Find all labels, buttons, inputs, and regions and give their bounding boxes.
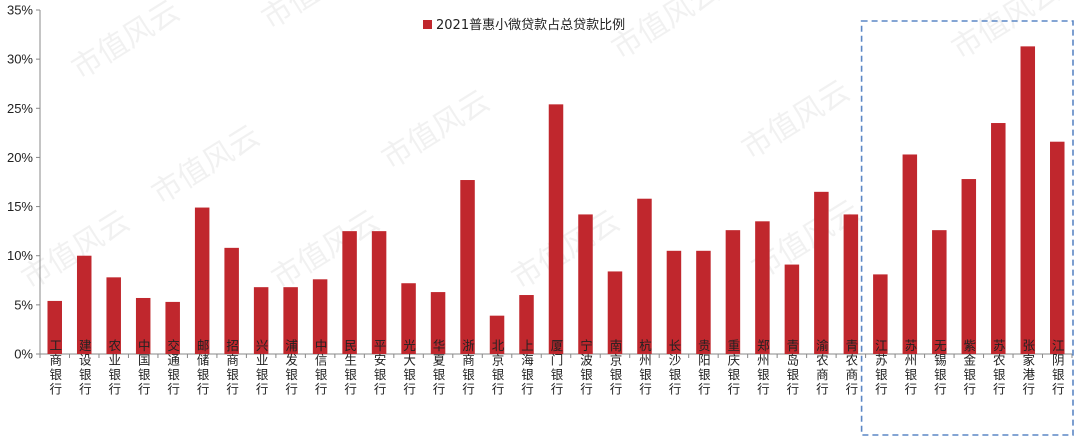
bar bbox=[548, 104, 564, 354]
x-tick-label: 兴业银行 bbox=[254, 339, 269, 397]
x-tick-label: 农业银行 bbox=[106, 339, 121, 397]
x-tick-label: 苏州银行 bbox=[902, 338, 917, 397]
x-tick-label: 重庆银行 bbox=[725, 338, 740, 397]
legend-swatch bbox=[423, 20, 432, 29]
y-tick-label: 35% bbox=[7, 3, 33, 18]
bar bbox=[401, 283, 416, 354]
watermark-text: 市值风云 bbox=[256, 0, 376, 37]
bar bbox=[165, 301, 180, 354]
bar bbox=[1050, 141, 1065, 354]
y-tick-label: 25% bbox=[7, 101, 33, 116]
bar bbox=[843, 214, 859, 354]
x-tick-label: 建设银行 bbox=[77, 339, 92, 397]
watermark-text: 市值风云 bbox=[736, 74, 856, 167]
y-tick-label: 10% bbox=[7, 248, 33, 263]
watermark-text: 市值风云 bbox=[146, 119, 266, 212]
bar bbox=[991, 123, 1006, 354]
bar bbox=[76, 255, 92, 354]
bar bbox=[666, 250, 682, 354]
x-tick-label: 光大银行 bbox=[401, 339, 416, 397]
y-tick-label: 0% bbox=[14, 347, 33, 362]
bar bbox=[696, 250, 711, 354]
bar-series bbox=[47, 46, 1065, 355]
x-tick-label: 青农商行 bbox=[843, 339, 858, 397]
x-tick-label: 工商银行 bbox=[47, 339, 62, 397]
x-tick-label: 江阴银行 bbox=[1050, 339, 1065, 397]
bar bbox=[430, 292, 446, 354]
x-tick-label: 张家港行 bbox=[1020, 338, 1035, 397]
bar bbox=[47, 300, 62, 354]
bar bbox=[755, 221, 770, 354]
bar bbox=[637, 198, 652, 354]
bar bbox=[932, 230, 947, 354]
y-tick-label: 15% bbox=[7, 199, 33, 214]
watermark-text: 市值风云 bbox=[66, 0, 186, 87]
x-tick-label: 厦门银行 bbox=[549, 339, 564, 397]
bar bbox=[489, 315, 505, 354]
bar bbox=[607, 271, 623, 354]
x-tick-label: 交通银行 bbox=[165, 338, 180, 397]
x-tick-label: 无锡银行 bbox=[932, 339, 947, 397]
bar bbox=[873, 274, 888, 354]
bar bbox=[371, 231, 387, 354]
x-tick-label: 宁波银行 bbox=[578, 338, 593, 397]
x-tick-label: 民生银行 bbox=[342, 339, 357, 397]
x-tick-label: 中信银行 bbox=[313, 338, 328, 397]
watermark-text: 市值风云 bbox=[606, 0, 726, 67]
bar bbox=[253, 287, 269, 354]
watermark-text: 市值风云 bbox=[946, 0, 1066, 67]
bar bbox=[814, 191, 829, 354]
y-tick-label: 30% bbox=[7, 52, 33, 67]
x-tick-label: 招商银行 bbox=[224, 339, 239, 397]
x-tick-label: 浦发银行 bbox=[283, 339, 298, 397]
x-tick-label: 华夏银行 bbox=[431, 338, 446, 397]
x-tick-label: 江苏银行 bbox=[873, 339, 888, 397]
bar bbox=[194, 207, 210, 354]
x-tick-label: 贵阳银行 bbox=[696, 339, 711, 397]
bar bbox=[224, 247, 239, 354]
bar bbox=[902, 154, 918, 354]
x-tick-label: 渝农商行 bbox=[814, 338, 829, 397]
x-tick-label: 青岛银行 bbox=[784, 339, 799, 397]
watermark-text: 市值风云 bbox=[376, 84, 496, 177]
legend-label: 2021普惠小微贷款占总贷款比例 bbox=[436, 18, 625, 33]
x-tick-label: 浙商银行 bbox=[460, 338, 475, 397]
highlight-box bbox=[860, 20, 1074, 436]
highlight-rect bbox=[860, 20, 1074, 436]
x-tick-label: 上海银行 bbox=[519, 339, 534, 397]
bar bbox=[106, 277, 121, 354]
x-tick-label: 郑州银行 bbox=[755, 338, 770, 397]
category-labels: 工商银行 建设银行 农业银行 中国银行 交通银行 邮储银行 招商银行 兴业银行 浦发银行 中信银行… bbox=[47, 338, 1065, 397]
chart-legend: 2021普惠小微贷款占总贷款比例 bbox=[423, 18, 625, 33]
bar bbox=[460, 180, 475, 354]
bar bbox=[342, 231, 357, 354]
bar bbox=[1020, 46, 1036, 355]
x-tick-label: 苏农银行 bbox=[991, 338, 1006, 397]
x-tick-label: 紫金银行 bbox=[961, 339, 976, 397]
bar bbox=[519, 295, 534, 354]
x-tick-label: 杭州银行 bbox=[637, 338, 652, 397]
x-tick-label: 南京银行 bbox=[607, 338, 622, 397]
bar bbox=[283, 287, 298, 354]
bar bbox=[135, 297, 151, 354]
y-tick-label: 20% bbox=[7, 150, 33, 165]
bar bbox=[784, 264, 800, 354]
bar bbox=[725, 230, 741, 354]
bar bbox=[578, 214, 593, 354]
x-tick-label: 长沙银行 bbox=[666, 339, 681, 397]
x-tick-label: 北京银行 bbox=[490, 339, 505, 397]
y-tick-label: 5% bbox=[14, 297, 33, 312]
bar bbox=[312, 279, 328, 354]
x-tick-label: 平安银行 bbox=[372, 339, 387, 397]
x-tick-label: 邮储银行 bbox=[195, 339, 210, 397]
x-tick-label: 中国银行 bbox=[136, 338, 151, 397]
bar bbox=[961, 179, 977, 354]
